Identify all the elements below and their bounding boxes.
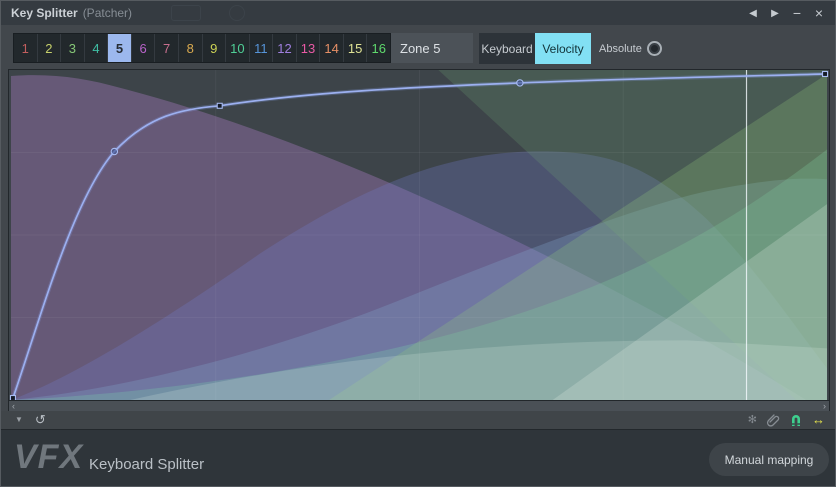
- zone-button-14[interactable]: 14: [320, 34, 344, 62]
- zone-button-2[interactable]: 2: [37, 34, 62, 62]
- slide-link-icon[interactable]: [766, 413, 780, 427]
- velocity-curve-editor[interactable]: [8, 69, 830, 401]
- zone-button-3[interactable]: 3: [61, 34, 85, 62]
- scroll-right-icon[interactable]: ›: [823, 401, 826, 411]
- zone-button-12[interactable]: 12: [273, 34, 297, 62]
- detach-icon[interactable]: [171, 5, 201, 21]
- product-name: Keyboard Splitter: [89, 456, 205, 473]
- zone5-curve[interactable]: [12, 73, 826, 399]
- zone-name-label: Zone 5: [391, 33, 473, 63]
- zone-button-6[interactable]: 6: [131, 34, 156, 62]
- title-bar: Key Splitter (Patcher) ◀ ▶ − ×: [1, 1, 835, 25]
- zone-button-7[interactable]: 7: [155, 34, 179, 62]
- freeze-icon[interactable]: ✻: [747, 414, 757, 426]
- absolute-toggle[interactable]: [646, 41, 662, 56]
- zone-button-5[interactable]: 5: [108, 34, 132, 62]
- zone-selector: 1 2 3 4 5 6 7 8 9 10 11 12 13 14 15 16: [13, 33, 391, 63]
- horizontal-flip-icon[interactable]: ↔: [812, 412, 825, 427]
- zone-button-10[interactable]: 10: [226, 34, 250, 62]
- close-button[interactable]: ×: [814, 5, 824, 21]
- snap-magnet-icon[interactable]: [789, 413, 803, 427]
- graph-scrollbar[interactable]: ‹ ›: [8, 401, 830, 411]
- zone-region-blue-purple: [10, 151, 828, 400]
- plugin-footer: VFX Keyboard Splitter Manual mapping: [1, 429, 835, 486]
- zone-button-16[interactable]: 16: [367, 34, 390, 62]
- zone-button-8[interactable]: 8: [178, 34, 203, 62]
- zone-row: 1 2 3 4 5 6 7 8 9 10 11 12 13 14 15 16 Zone 5 Keyboard …: [1, 25, 835, 69]
- curve-point-circle[interactable]: [516, 79, 524, 87]
- zone-button-11[interactable]: 11: [249, 34, 274, 62]
- manual-mapping-button[interactable]: Manual mapping: [709, 443, 829, 476]
- next-preset-button[interactable]: ▶: [771, 7, 779, 19]
- vfx-logo: VFX: [14, 438, 84, 476]
- prev-preset-button[interactable]: ◀: [749, 7, 757, 19]
- window-title: Key Splitter: [11, 6, 78, 20]
- zone-region-light-wash: [130, 340, 828, 400]
- curve-point-square[interactable]: [822, 70, 829, 78]
- zone-region-teal: [10, 149, 828, 400]
- editor-toolbar: ▼ ↺ ✻ ↔: [1, 411, 835, 429]
- window-controls: ◀ ▶ − ×: [743, 1, 829, 25]
- absolute-label: Absolute: [599, 42, 642, 55]
- curve-canvas[interactable]: [9, 70, 829, 400]
- absolute-option: Absolute: [599, 41, 662, 56]
- tab-keyboard[interactable]: Keyboard: [479, 33, 535, 64]
- toolbar-right: ✻ ↔: [748, 412, 825, 428]
- toolbar-left: ▼ ↺: [15, 412, 46, 428]
- curve-control-points[interactable]: [9, 70, 829, 400]
- zone-region-green-asc: [329, 73, 828, 400]
- curve-point-square[interactable]: [9, 394, 16, 400]
- gridlines: [10, 70, 828, 400]
- zone-button-13[interactable]: 13: [296, 34, 321, 62]
- zone-region-green-desc: [438, 70, 828, 400]
- zone-button-9[interactable]: 9: [202, 34, 227, 62]
- curve-point-square[interactable]: [216, 102, 223, 109]
- zone-button-15[interactable]: 15: [343, 34, 368, 62]
- minimize-button[interactable]: −: [792, 5, 802, 21]
- zone-button-4[interactable]: 4: [84, 34, 109, 62]
- smart-disable-icon[interactable]: [229, 5, 245, 21]
- scroll-left-icon[interactable]: ‹: [12, 401, 15, 411]
- curve-point-circle[interactable]: [110, 147, 119, 156]
- zone-region-blue-gray: [10, 178, 828, 400]
- zone-button-1[interactable]: 1: [14, 34, 38, 62]
- window-subtitle: (Patcher): [82, 6, 133, 20]
- tab-velocity[interactable]: Velocity: [535, 33, 591, 64]
- reset-icon[interactable]: ↺: [34, 412, 46, 427]
- options-dropdown-icon[interactable]: ▼: [15, 415, 23, 424]
- zone-region-purple: [10, 75, 807, 400]
